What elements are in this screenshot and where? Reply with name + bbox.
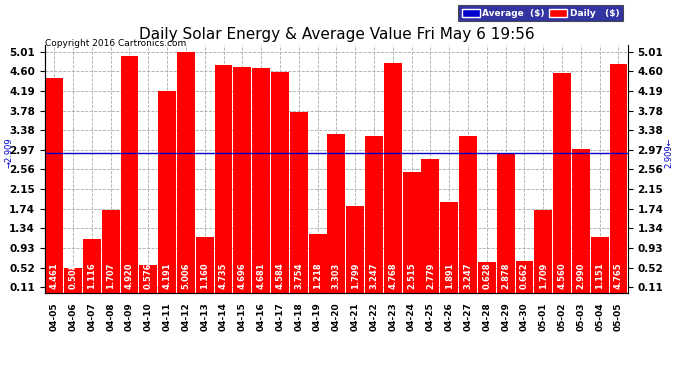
Text: 4.765: 4.765 xyxy=(614,262,623,289)
Text: 2.990: 2.990 xyxy=(576,262,585,289)
Bar xyxy=(478,262,496,292)
Text: 0.508: 0.508 xyxy=(68,262,77,289)
Bar xyxy=(534,210,552,292)
Bar xyxy=(196,237,214,292)
Bar xyxy=(515,261,533,292)
Text: 0.576: 0.576 xyxy=(144,262,152,289)
Text: 2.779: 2.779 xyxy=(426,262,435,289)
Bar xyxy=(177,52,195,292)
Bar xyxy=(440,202,458,292)
Text: 2.515: 2.515 xyxy=(407,262,416,289)
Text: 1.707: 1.707 xyxy=(106,262,115,289)
Bar xyxy=(384,63,402,292)
Bar xyxy=(497,154,515,292)
Title: Daily Solar Energy & Average Value Fri May 6 19:56: Daily Solar Energy & Average Value Fri M… xyxy=(139,27,534,42)
Text: 0.662: 0.662 xyxy=(520,262,529,289)
Text: 1.151: 1.151 xyxy=(595,262,604,289)
Text: 1.709: 1.709 xyxy=(539,262,548,289)
Bar xyxy=(328,134,345,292)
Text: 5.006: 5.006 xyxy=(181,262,190,289)
Text: →2.909: →2.909 xyxy=(4,137,13,168)
Legend: Average  ($), Daily   ($): Average ($), Daily ($) xyxy=(458,5,623,21)
Text: 3.754: 3.754 xyxy=(294,262,304,289)
Text: 4.191: 4.191 xyxy=(163,262,172,289)
Bar xyxy=(422,159,440,292)
Bar xyxy=(290,112,308,292)
Text: 2.909←: 2.909← xyxy=(664,137,673,168)
Bar xyxy=(64,268,82,292)
Text: 4.681: 4.681 xyxy=(257,262,266,289)
Bar xyxy=(365,136,383,292)
Text: 1.218: 1.218 xyxy=(313,262,322,289)
Bar xyxy=(215,65,233,292)
Text: 3.303: 3.303 xyxy=(332,262,341,289)
Text: 4.584: 4.584 xyxy=(275,262,284,289)
Text: 2.878: 2.878 xyxy=(501,262,510,289)
Text: 3.247: 3.247 xyxy=(369,262,379,289)
Bar xyxy=(346,206,364,292)
Text: 4.696: 4.696 xyxy=(238,262,247,289)
Text: 4.735: 4.735 xyxy=(219,262,228,289)
Bar xyxy=(101,210,119,292)
Bar xyxy=(609,63,627,292)
Bar xyxy=(46,78,63,292)
Text: 0.628: 0.628 xyxy=(482,262,491,289)
Bar xyxy=(233,67,251,292)
Text: 4.768: 4.768 xyxy=(388,262,397,289)
Text: 1.116: 1.116 xyxy=(88,262,97,289)
Bar xyxy=(459,136,477,292)
Bar xyxy=(308,234,326,292)
Bar xyxy=(591,237,609,292)
Text: 1.799: 1.799 xyxy=(351,262,359,289)
Bar xyxy=(271,72,289,292)
Text: Copyright 2016 Cartronics.com: Copyright 2016 Cartronics.com xyxy=(45,39,186,48)
Text: 4.920: 4.920 xyxy=(125,262,134,289)
Text: 4.560: 4.560 xyxy=(558,262,566,289)
Bar xyxy=(121,56,139,292)
Text: 3.247: 3.247 xyxy=(464,262,473,289)
Bar xyxy=(253,68,270,292)
Text: 4.461: 4.461 xyxy=(50,262,59,289)
Bar xyxy=(572,149,590,292)
Text: 1.160: 1.160 xyxy=(200,262,209,289)
Bar xyxy=(83,239,101,292)
Bar xyxy=(139,265,157,292)
Bar xyxy=(553,74,571,292)
Text: 1.891: 1.891 xyxy=(445,262,454,289)
Bar xyxy=(158,91,176,292)
Bar xyxy=(403,172,420,292)
